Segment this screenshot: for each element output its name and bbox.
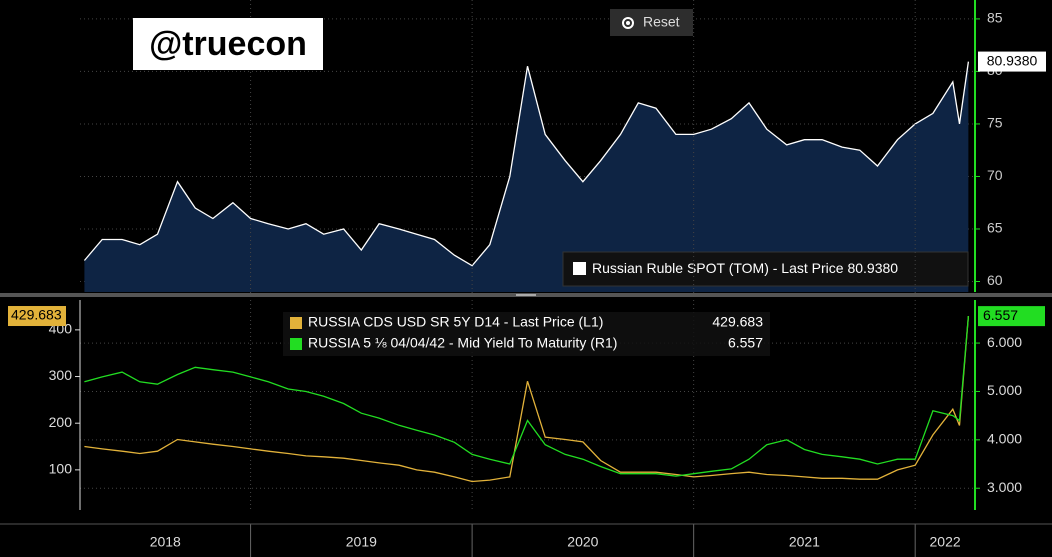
legend-value: 80.9380 <box>847 260 898 276</box>
legend-swatch <box>573 262 586 275</box>
legend-name: Russian Ruble SPOT (TOM) - Last Price <box>592 260 844 276</box>
y-tick-label: 75 <box>987 115 1003 131</box>
y2-tick-label: 4.000 <box>987 431 1022 447</box>
legend-label: Russian Ruble SPOT (TOM) - Last Price 80… <box>592 260 898 276</box>
y-tick-label: 70 <box>987 167 1003 183</box>
last-price-box <box>8 306 66 327</box>
divider-handle <box>516 294 536 296</box>
line <box>84 316 970 477</box>
y-tick-label: 200 <box>49 414 73 430</box>
y-tick-label: 65 <box>987 220 1003 236</box>
legend-label: RUSSIA 5 ⅛ 04/04/42 - Mid Yield To Matur… <box>308 335 617 351</box>
y2-tick-label: 6.000 <box>987 334 1022 350</box>
legend-value: 6.557 <box>728 335 763 351</box>
reset-icon-dot <box>626 21 630 25</box>
last-price-box <box>978 306 1045 327</box>
y-tick-label: 100 <box>49 461 73 477</box>
watermark: @truecon <box>149 25 307 63</box>
y2-tick-label: 3.000 <box>987 479 1022 495</box>
watermark-box <box>133 18 323 70</box>
y-tick-label: 300 <box>49 367 73 383</box>
legend-box <box>283 312 770 356</box>
legend-swatch <box>290 317 302 329</box>
reset-label: Reset <box>643 14 680 30</box>
line <box>83 61 970 267</box>
x-tick-label: 2022 <box>930 534 961 550</box>
legend-swatch <box>290 338 302 350</box>
legend-box <box>562 251 969 287</box>
x-tick-label: 2021 <box>789 534 820 550</box>
x-tick-label: 2018 <box>150 534 181 550</box>
area <box>84 61 969 292</box>
y-tick-label: 85 <box>987 10 1003 26</box>
legend-value: 429.683 <box>712 314 763 330</box>
last-price-label: 429.683 <box>11 307 62 323</box>
y2-tick-label: 5.000 <box>987 382 1022 398</box>
line <box>84 315 970 483</box>
last-price-label: 80.9380 <box>987 52 1038 68</box>
reset-icon <box>622 17 634 29</box>
last-price-box <box>978 51 1046 72</box>
last-price-label: 6.557 <box>983 307 1018 323</box>
x-tick-label: 2020 <box>567 534 598 550</box>
y-tick-label: 60 <box>987 272 1003 288</box>
x-tick-label: 2019 <box>346 534 377 550</box>
legend-label: RUSSIA CDS USD SR 5Y D14 - Last Price (L… <box>308 314 603 330</box>
